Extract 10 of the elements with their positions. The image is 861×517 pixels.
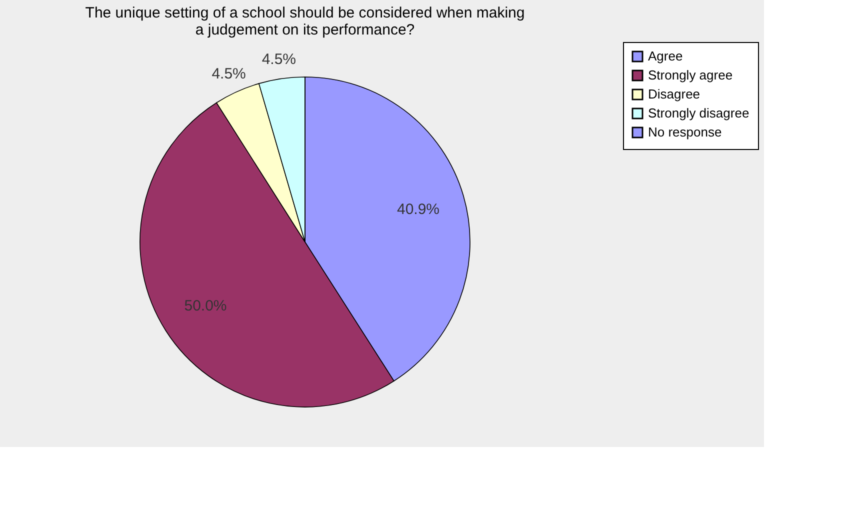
legend-label: Agree [648,48,683,64]
data-label: 4.5% [212,65,246,82]
legend-label: Disagree [648,86,700,102]
data-label: 4.5% [262,50,296,68]
data-label: 50.0% [184,297,227,314]
legend-label: No response [648,124,722,140]
legend-label: Strongly agree [648,68,733,82]
chart-title: The unique setting of a school should be considered when making a judgement on its performance? [85,4,525,38]
legend-label: Strongly disagree [648,106,750,120]
data-label: 40.9% [396,200,440,218]
